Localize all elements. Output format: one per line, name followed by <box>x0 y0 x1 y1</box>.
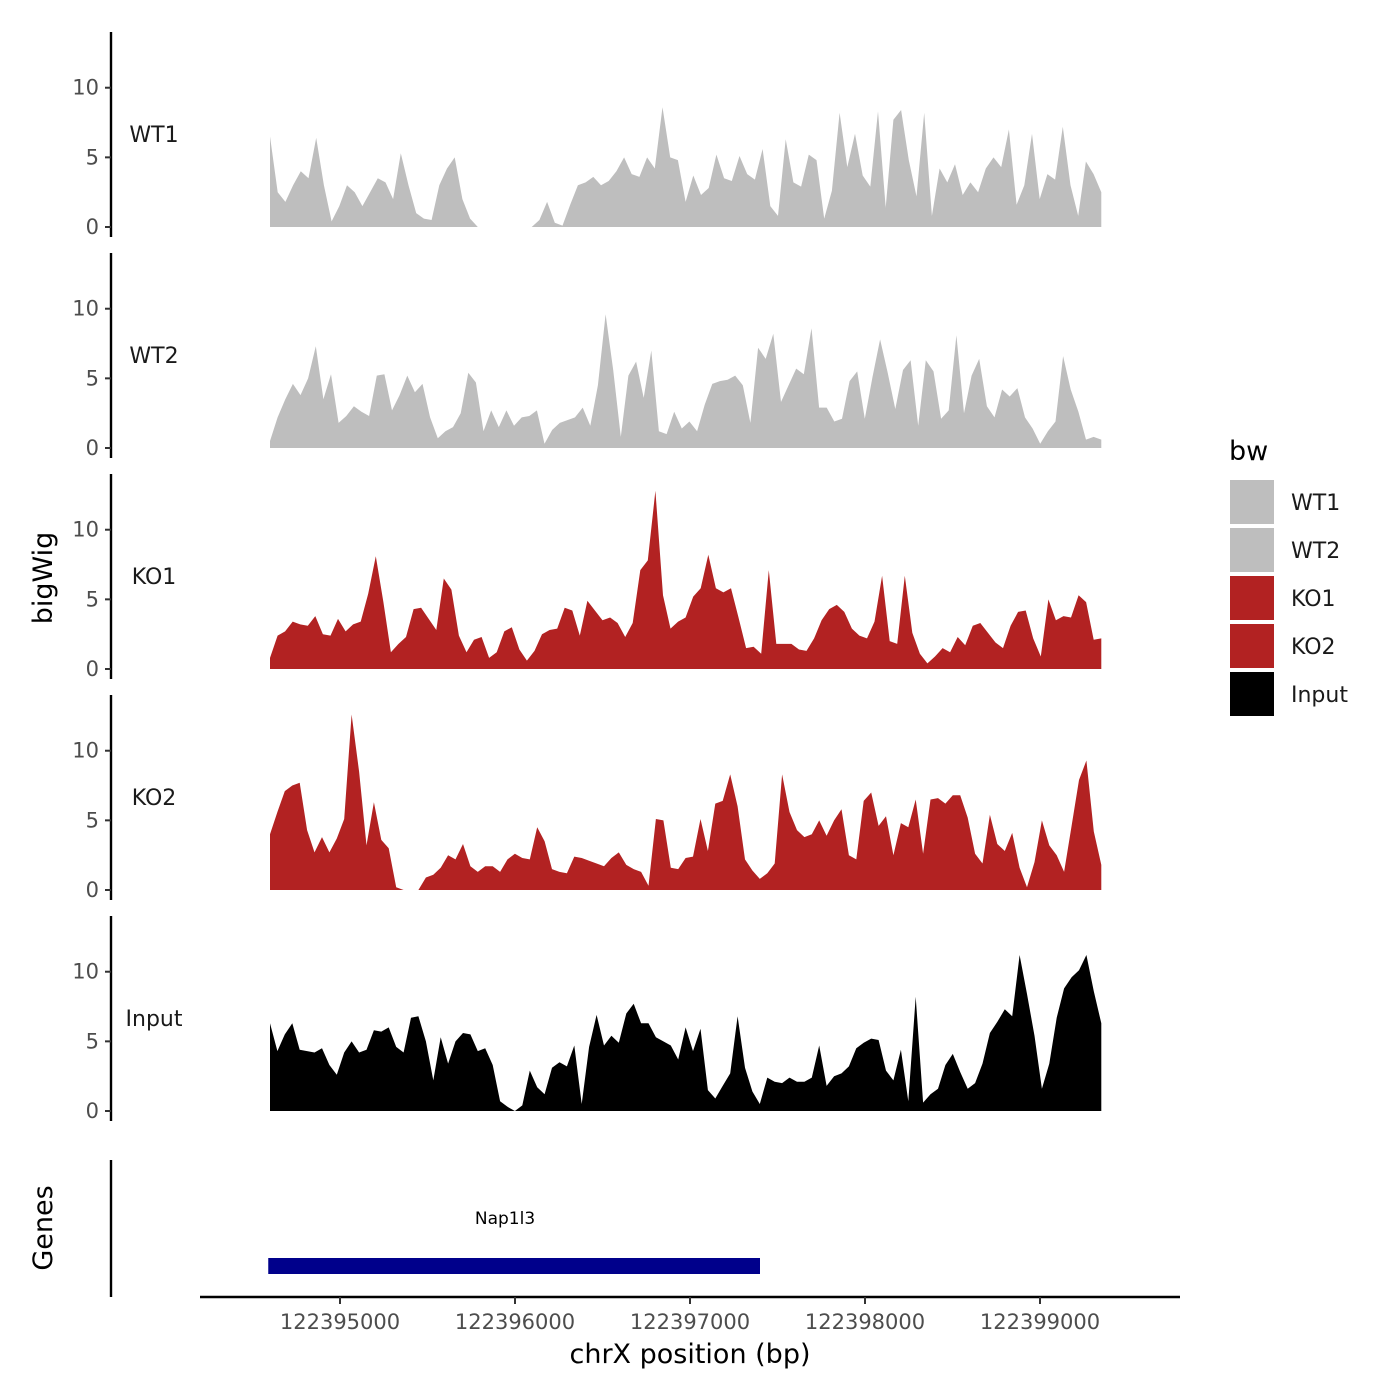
y-axis-title: bigWig <box>28 532 59 625</box>
area-ko2 <box>270 714 1102 890</box>
y-tick-label: 10 <box>72 960 99 984</box>
legend: bw WT1 WT2 KO1 KO2 Input <box>1229 436 1348 716</box>
x-tick-label: 122395000 <box>280 1310 400 1334</box>
y-tick-label: 10 <box>72 739 99 763</box>
x-tick-label: 122399000 <box>980 1310 1100 1334</box>
legend-label-wt2: WT2 <box>1291 539 1340 564</box>
area-input <box>270 955 1102 1111</box>
legend-key-wt1 <box>1230 480 1274 524</box>
track-label-ko2: KO2 <box>132 786 177 811</box>
track-input: 0 5 10 Input <box>72 916 1102 1123</box>
legend-key-ko2 <box>1230 624 1274 668</box>
legend-title: bw <box>1229 436 1268 467</box>
y-tick-label: 0 <box>86 436 99 460</box>
tracks-group: 0 5 10 WT1 0 5 10 WT2 0 5 10 KO1 0 5 10 KO2 0 5 10 Input <box>72 32 1102 1123</box>
x-axis: 122395000 122396000 122397000 122398000 1223… <box>200 1295 1180 1334</box>
x-tick-label: 122396000 <box>455 1310 575 1334</box>
track-label-wt1: WT1 <box>129 123 178 148</box>
track-label-ko1: KO1 <box>132 565 177 590</box>
area-wt2 <box>270 314 1102 448</box>
y-tick-label: 10 <box>72 297 99 321</box>
genes-axis-title: Genes <box>28 1185 59 1270</box>
gene-label-nap1l3: Nap1l3 <box>475 1209 535 1229</box>
legend-label-wt1: WT1 <box>1291 491 1340 516</box>
y-tick-label: 10 <box>72 76 99 100</box>
track-label-input: Input <box>126 1007 183 1032</box>
area-ko1 <box>270 490 1102 669</box>
track-ko2: 0 5 10 KO2 <box>72 695 1102 902</box>
y-tick-label: 0 <box>86 215 99 239</box>
gene-bar-nap1l3 <box>268 1258 760 1274</box>
track-wt2: 0 5 10 WT2 <box>72 253 1102 460</box>
y-tick-label: 5 <box>86 587 99 611</box>
track-ko1: 0 5 10 KO1 <box>72 474 1102 681</box>
legend-label-ko2: KO2 <box>1291 635 1336 660</box>
legend-key-input <box>1230 672 1274 716</box>
x-axis-title: chrX position (bp) <box>569 1339 810 1370</box>
x-tick-label: 122398000 <box>805 1310 925 1334</box>
y-tick-label: 0 <box>86 657 99 681</box>
track-label-wt2: WT2 <box>129 344 178 369</box>
x-tick-label: 122397000 <box>630 1310 750 1334</box>
genes-panel: Nap1l3 <box>109 1160 760 1297</box>
y-tick-label: 10 <box>72 518 99 542</box>
y-tick-label: 0 <box>86 878 99 902</box>
y-tick-label: 5 <box>86 366 99 390</box>
legend-key-wt2 <box>1230 528 1274 572</box>
y-tick-label: 5 <box>86 1029 99 1053</box>
y-tick-label: 5 <box>86 145 99 169</box>
y-tick-label: 0 <box>86 1099 99 1123</box>
track-wt1: 0 5 10 WT1 <box>72 32 1102 239</box>
legend-label-ko1: KO1 <box>1291 587 1336 612</box>
area-wt1 <box>270 107 1102 227</box>
y-tick-label: 5 <box>86 808 99 832</box>
legend-key-ko1 <box>1230 576 1274 620</box>
legend-label-input: Input <box>1291 683 1348 708</box>
